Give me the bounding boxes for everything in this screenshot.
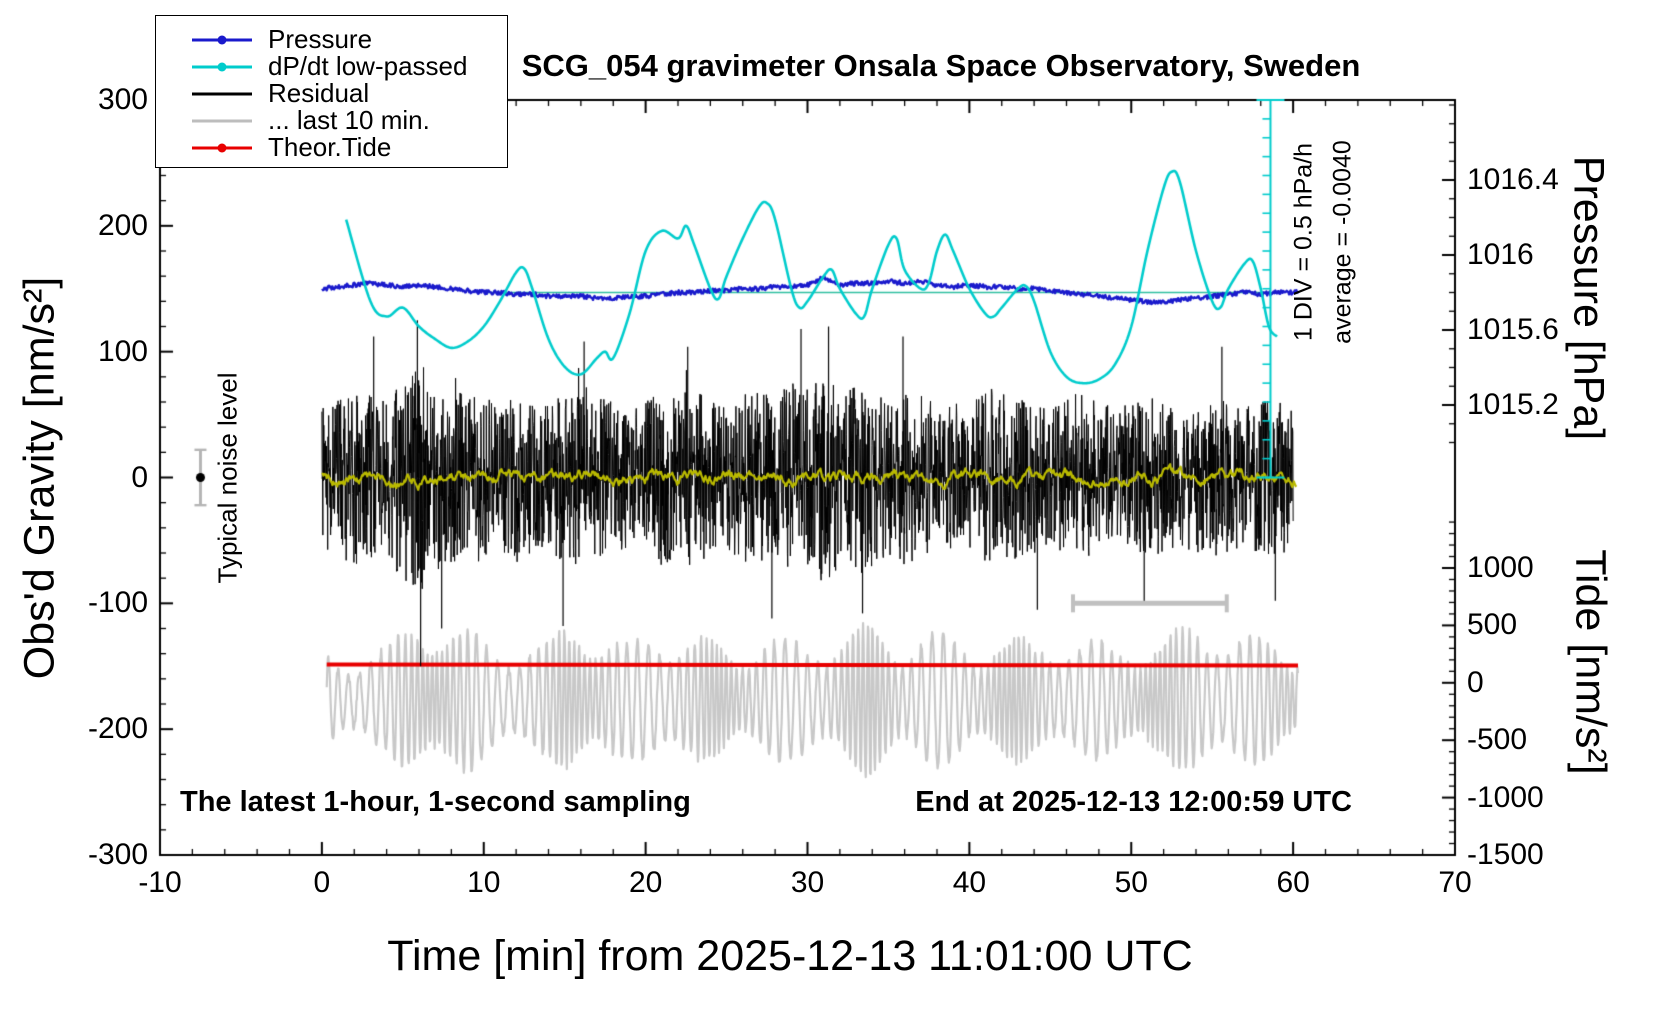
legend-item-dpdt: dP/dt low-passed [156, 51, 507, 81]
tide-tick-label: -500 [1467, 723, 1528, 757]
legend-item-pressure: Pressure [156, 24, 507, 54]
y-left-tick-label: 0 [131, 460, 148, 494]
pressure-tick-label: 1015.2 [1467, 388, 1559, 421]
y-left-tick-label: 300 [97, 83, 148, 116]
x-tick-label: 60 [1276, 866, 1310, 899]
end-time-note: End at 2025-12-13 12:00:59 UTC [915, 786, 1352, 818]
y-left-tick-label: -300 [87, 838, 148, 871]
x-tick-label: 30 [790, 866, 825, 899]
tide-axis-title: Tide [nm/s²] [1566, 549, 1615, 775]
legend: Pressure dP/dt low-passed Residual ... l… [155, 15, 508, 168]
legend-label: Residual [268, 78, 370, 108]
pressure-tick-label: 1016 [1467, 238, 1534, 271]
legend-label: ... last 10 min. [268, 105, 430, 135]
x-tick-label: 0 [313, 866, 331, 899]
legend-label: Pressure [268, 24, 373, 54]
y-left-tick-label: -100 [87, 586, 148, 620]
pressure-tick-label: 1015.6 [1467, 313, 1559, 346]
y-left-tick-label: 100 [97, 334, 148, 368]
x-tick-label: -10 [138, 866, 182, 899]
legend-label: dP/dt low-passed [268, 51, 468, 81]
noise-level-label: Typical noise level [212, 372, 243, 584]
y-left-tick-label: -200 [87, 712, 148, 746]
x-axis-title: Time [min] from 2025-12-13 11:01:00 UTC [387, 932, 1193, 980]
legend-item-theortide: Theor.Tide [156, 132, 507, 162]
tide-tick-label: -1500 [1467, 838, 1544, 871]
legend-label: Theor.Tide [268, 132, 392, 162]
last10-line-icon [192, 115, 252, 126]
legend-item-residual: Residual [156, 78, 507, 108]
x-tick-label: 40 [952, 866, 987, 899]
tide-tick-label: -1000 [1467, 780, 1544, 814]
pressure-axis-title: Pressure [hPa] [1564, 155, 1613, 441]
tide-tick-label: 0 [1467, 665, 1484, 699]
pressure-tick-label: 1016.4 [1467, 163, 1559, 196]
average-label: average = -0.0040 [1328, 140, 1357, 344]
x-tick-label: 20 [628, 866, 663, 899]
x-tick-label: 70 [1438, 866, 1472, 899]
dpdt-line-icon [192, 61, 252, 72]
sampling-note: The latest 1-hour, 1-second sampling [180, 786, 691, 818]
theortide-line-icon [192, 142, 252, 153]
pressure-line-icon [192, 34, 252, 45]
y-left-tick-label: 200 [97, 208, 148, 242]
legend-item-last10: ... last 10 min. [156, 105, 507, 135]
residual-line-icon [192, 88, 252, 99]
x-tick-label: 10 [467, 866, 501, 899]
div-scale-label: 1 DIV = 0.5 hPa/h [1289, 142, 1318, 342]
tide-tick-label: 1000 [1467, 551, 1534, 584]
x-tick-label: 50 [1114, 866, 1148, 899]
tide-tick-label: 500 [1467, 608, 1518, 642]
page-title: SCG_054 gravimeter Onsala Space Observat… [521, 48, 1361, 83]
